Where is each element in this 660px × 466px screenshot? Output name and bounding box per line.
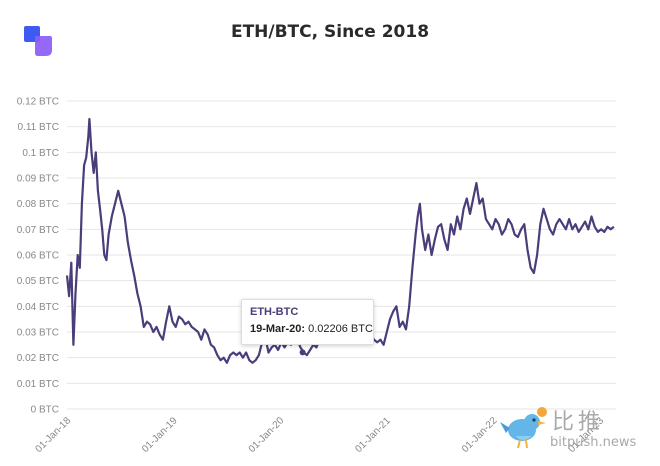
bird-icon: [500, 407, 547, 449]
grid-lines: [67, 100, 616, 410]
tooltip-date: 19-Mar-20:: [250, 323, 306, 335]
chart-title: ETH/BTC, Since 2018: [230, 22, 430, 42]
tooltip-row: 19-Mar-20: 0.02206 BTC: [250, 323, 373, 335]
y-tick-label: 0.06 BTC: [17, 251, 59, 262]
brand-logo-icon: [24, 26, 52, 56]
axis-labels: 0 BTC 0.01 BTC 0.02 BTC 0.03 BTC 0.04 BTC 0.0…: [17, 97, 607, 455]
x-tick-label: 01-Jan-18: [34, 415, 74, 455]
y-tick-label: 0.1 BTC: [22, 148, 59, 159]
x-tick-label: 01-Jan-22: [460, 415, 500, 455]
y-tick-label: 0.04 BTC: [17, 302, 59, 313]
watermark: 比推 bitpush.news: [498, 404, 648, 454]
y-tick-label: 0.05 BTC: [17, 276, 59, 287]
y-tick-label: 0.02 BTC: [17, 353, 59, 364]
y-tick-label: 0.07 BTC: [17, 225, 59, 236]
y-tick-label: 0.08 BTC: [17, 199, 59, 210]
tooltip: ETH-BTC 19-Mar-20: 0.02206 BTC: [241, 299, 374, 345]
y-tick-label: 0.11 BTC: [18, 122, 60, 133]
y-tick-label: 0.03 BTC: [17, 328, 59, 339]
x-tick-label: 01-Jan-21: [353, 415, 393, 455]
y-tick-label: 0.12 BTC: [17, 97, 59, 108]
tooltip-value: 0.02206 BTC: [308, 323, 373, 335]
y-tick-label: 0 BTC: [31, 405, 59, 416]
y-tick-label: 0.01 BTC: [17, 379, 59, 390]
x-tick-label: 01-Jan-19: [140, 415, 180, 455]
hover-point[interactable]: [299, 349, 306, 356]
y-tick-label: 0.09 BTC: [17, 174, 59, 185]
watermark-cn-text: 比推: [552, 410, 605, 435]
tooltip-series-name: ETH-BTC: [250, 306, 299, 318]
watermark-url: bitpush.news: [550, 435, 637, 450]
x-tick-label: 01-Jan-20: [247, 415, 287, 455]
